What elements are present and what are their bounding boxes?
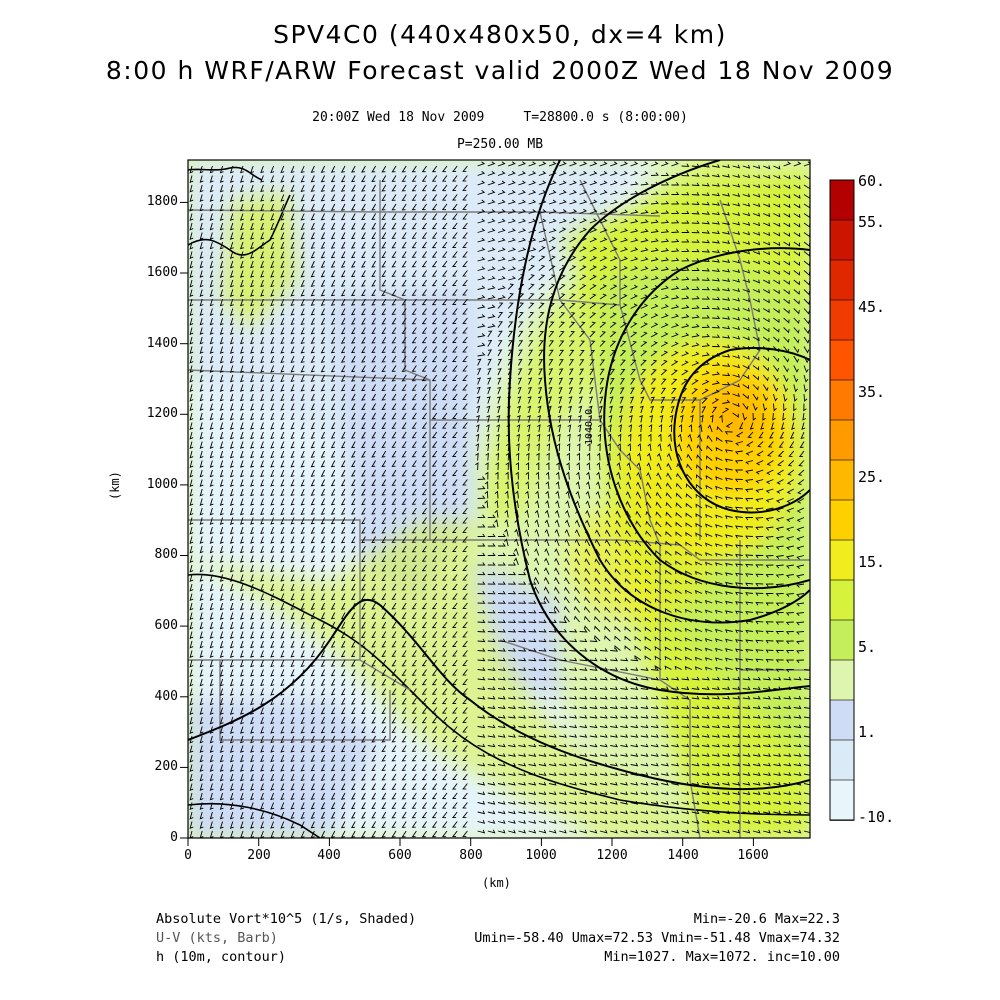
x-axis-label: (km): [482, 876, 511, 890]
colorbar-swatch: [829, 179, 855, 221]
y-tick-label: 1400: [146, 336, 178, 351]
x-tick-label: 400: [317, 848, 341, 863]
colorbar-swatch: [829, 299, 855, 341]
colorbar-label: 5.: [858, 638, 877, 656]
x-tick-label: 600: [388, 848, 412, 863]
footer-field1-name: Absolute Vort*10^5 (1/s, Shaded): [156, 911, 417, 927]
colorbar-label: -10.: [858, 808, 895, 826]
colorbar-label: 60.: [858, 172, 886, 190]
tick-marks: [180, 201, 754, 846]
colorbar-swatch: [829, 219, 855, 261]
y-tick-label: 200: [154, 759, 178, 774]
y-tick-label: 1200: [146, 406, 178, 421]
pressure-level: P=250.00 MB: [456, 137, 544, 152]
map-plot-area: 1040.0: [188, 160, 810, 838]
colorbar-swatch: [829, 459, 855, 501]
x-tick-label: 200: [247, 848, 271, 863]
colorbar-swatch: [829, 579, 855, 621]
y-tick-label: 0: [170, 830, 178, 845]
title-line-2: 8:00 h WRF/ARW Forecast valid 2000Z Wed …: [105, 56, 895, 85]
footer-field2-name: U-V (kts, Barb): [156, 930, 278, 946]
colorbar-swatch: [829, 739, 855, 781]
y-tick-label: 600: [154, 618, 178, 633]
colorbar-swatch: [829, 339, 855, 381]
y-axis-label: (km): [108, 471, 122, 500]
colorbar-swatch: [829, 539, 855, 581]
colorbar-swatch: [829, 259, 855, 301]
colorbar-label: 45.: [858, 298, 886, 316]
plot-frame: [187, 159, 811, 839]
colorbar-swatch: [829, 499, 855, 541]
valid-time: 20:00Z Wed 18 Nov 2009 T=28800.0 s (8:00…: [312, 110, 688, 125]
colorbar-label: 25.: [858, 468, 886, 486]
footer-field2-stats: Umin=-58.40 Umax=72.53 Vmin=-51.48 Vmax=…: [474, 930, 840, 946]
x-tick-label: 1000: [525, 848, 557, 863]
footer-field1-stats: Min=-20.6 Max=22.3: [693, 911, 840, 927]
colorbar-label: 35.: [858, 383, 886, 401]
y-tick-label: 800: [154, 547, 178, 562]
colorbar-label: 1.: [858, 723, 877, 741]
colorbar: [829, 179, 855, 821]
colorbar-swatch: [829, 659, 855, 701]
x-tick-label: 0: [184, 848, 192, 863]
x-tick-label: 1400: [667, 848, 699, 863]
footer-field3-stats: Min=1027. Max=1072. inc=10.00: [604, 949, 840, 965]
x-tick-label: 1600: [737, 848, 769, 863]
colorbar-swatch: [829, 419, 855, 461]
y-tick-label: 400: [154, 689, 178, 704]
colorbar-swatch: [829, 779, 855, 821]
colorbar-swatch: [829, 379, 855, 421]
y-tick-label: 1600: [146, 265, 178, 280]
colorbar-frame: [829, 179, 855, 821]
y-tick-label: 1000: [146, 477, 178, 492]
colorbar-swatch: [829, 619, 855, 661]
colorbar-swatch: [829, 699, 855, 741]
y-tick-label: 1800: [146, 194, 178, 209]
title-line-1: SPV4C0 (440x480x50, dx=4 km): [273, 20, 727, 49]
x-tick-label: 1200: [596, 848, 628, 863]
colorbar-label: 15.: [858, 553, 886, 571]
footer-field3-name: h (10m, contour): [156, 949, 287, 965]
x-tick-label: 800: [459, 848, 483, 863]
wind-barb-field: [189, 161, 810, 838]
height-contours: [188, 160, 810, 791]
colorbar-label: 55.: [858, 213, 886, 231]
wind-barbs: [189, 161, 810, 838]
contour-label: 1040.0: [584, 409, 595, 445]
